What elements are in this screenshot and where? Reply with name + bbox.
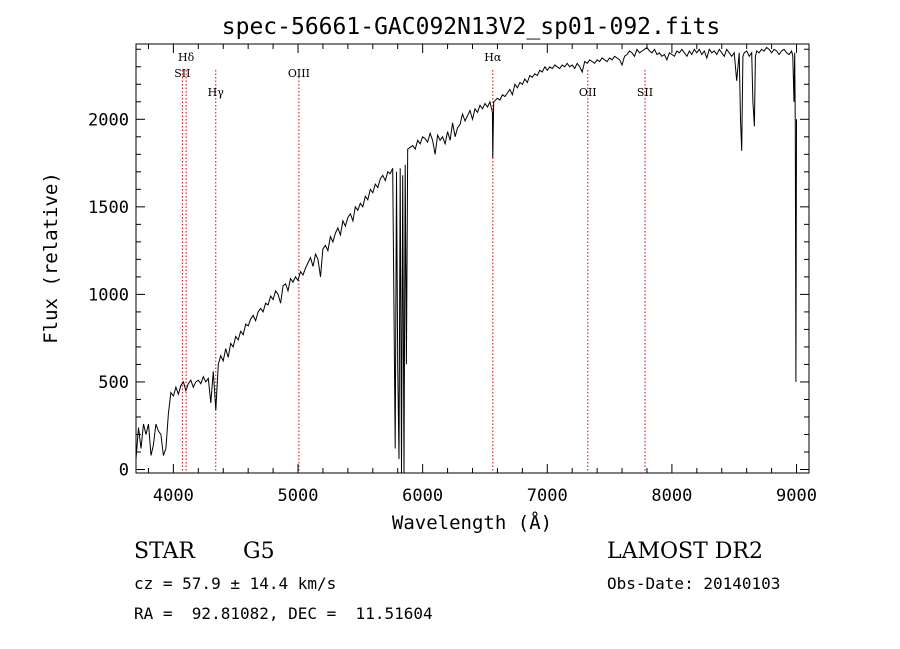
- survey-name: LAMOST DR2: [607, 539, 763, 564]
- chart-title: spec-56661-GAC092N13V2_sp01-092.fits: [222, 14, 721, 40]
- y-tick-label: 1000: [88, 285, 129, 305]
- redshift-velocity: cz = 57.9 ± 14.4 km/s: [134, 574, 337, 593]
- spectral-line-label: OIII: [288, 67, 310, 80]
- x-axis-label: Wavelength (Å): [392, 511, 552, 534]
- spectral-line-label: Hα: [484, 51, 502, 64]
- spectral-line-label: SII: [174, 67, 190, 80]
- y-tick-label: 0: [119, 460, 129, 480]
- spectrum-line: [135, 46, 797, 474]
- y-tick-label: 2000: [88, 110, 129, 130]
- object-class: STAR: [134, 539, 195, 564]
- x-tick-label: 6000: [402, 486, 443, 506]
- spectral-line-label: Hδ: [178, 51, 195, 64]
- x-tick-label: 4000: [153, 486, 194, 506]
- spectral-line-label: OII: [579, 86, 597, 99]
- spectral-line-label: SII: [637, 86, 653, 99]
- x-tick-label: 8000: [651, 486, 692, 506]
- x-tick-label: 7000: [527, 486, 568, 506]
- x-axis: 4000 5000 6000 7000 8000 9000: [147, 44, 817, 506]
- y-tick-label: 500: [98, 373, 129, 393]
- object-subclass: G5: [243, 539, 275, 564]
- observation-date: Obs-Date: 20140103: [607, 574, 781, 593]
- x-tick-label: 9000: [776, 486, 817, 506]
- spectral-line-label: Hγ: [208, 86, 225, 99]
- coordinates: RA = 92.81082, DEC = 11.51604: [134, 604, 433, 623]
- y-axis-label: Flux (relative): [40, 172, 62, 344]
- x-tick-label: 5000: [278, 486, 319, 506]
- y-tick-label: 1500: [88, 198, 129, 218]
- y-axis: 0 500 1000 1500 2000: [88, 48, 809, 480]
- plot-frame: [135, 43, 810, 474]
- spectral-line-markers: [181, 70, 646, 473]
- spectral-line-labels: Hδ SII Hγ OIII Hα OII SII: [174, 51, 653, 99]
